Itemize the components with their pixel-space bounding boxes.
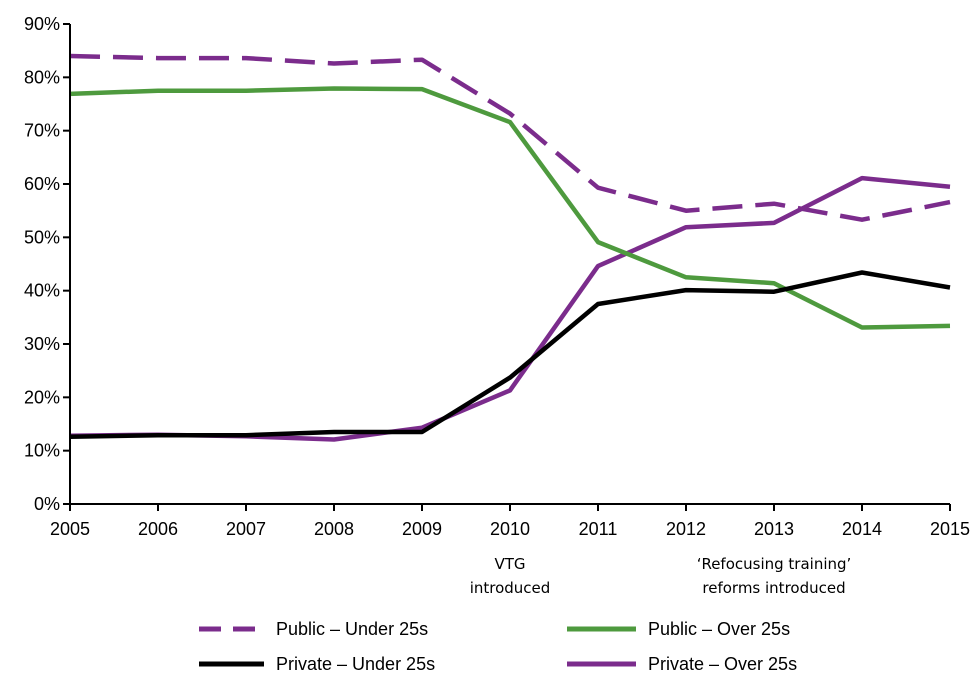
x-tick-label: 2008 (314, 519, 354, 539)
legend-label: Public – Over 25s (648, 619, 790, 639)
y-tick-label: 0% (34, 494, 60, 514)
y-tick-label: 70% (24, 121, 60, 141)
ticks-layer: 0% 10% 20% 30% 40% 50% 60% 70% 80% 90% 2005 2006 200… (24, 14, 970, 539)
legend: Public – Under 25s Public – Over 25s Priva… (199, 619, 797, 674)
y-tick-label: 40% (24, 281, 60, 301)
legend-label: Public – Under 25s (276, 619, 428, 639)
y-tick-label: 60% (24, 174, 60, 194)
annotation-layer: VTG introduced ‘Refocusing training’ reform… (470, 555, 852, 597)
x-tick-label: 2009 (402, 519, 442, 539)
y-tick-label: 80% (24, 67, 60, 87)
x-tick-label: 2014 (842, 519, 882, 539)
x-tick-label: 2012 (666, 519, 706, 539)
x-tick-label: 2015 (930, 519, 970, 539)
axes-layer (69, 24, 950, 505)
annotation-label: reforms introduced (702, 579, 845, 597)
y-tick-label: 20% (24, 387, 60, 407)
x-tick-label: 2011 (579, 519, 618, 539)
annotation-label: ‘Refocusing training’ (697, 555, 852, 573)
legend-label: Private – Under 25s (276, 654, 435, 674)
x-tick-label: 2005 (50, 519, 90, 539)
series-line-2 (69, 270, 951, 440)
y-tick-label: 50% (24, 227, 60, 247)
y-tick-label: 10% (24, 441, 60, 461)
series-line-1 (69, 86, 951, 330)
x-tick-label: 2006 (138, 519, 178, 539)
x-tick-label: 2013 (754, 519, 794, 539)
series-layer (69, 53, 951, 442)
y-tick-label: 90% (24, 14, 60, 34)
annotation-label: introduced (470, 579, 551, 597)
x-tick-label: 2007 (226, 519, 266, 539)
legend-label: Private – Over 25s (648, 654, 797, 674)
annotation-label: VTG (494, 555, 525, 573)
y-tick-label: 30% (24, 334, 60, 354)
series-line-0 (69, 53, 951, 222)
series-line-3 (69, 175, 951, 442)
x-tick-label: 2010 (490, 519, 530, 539)
